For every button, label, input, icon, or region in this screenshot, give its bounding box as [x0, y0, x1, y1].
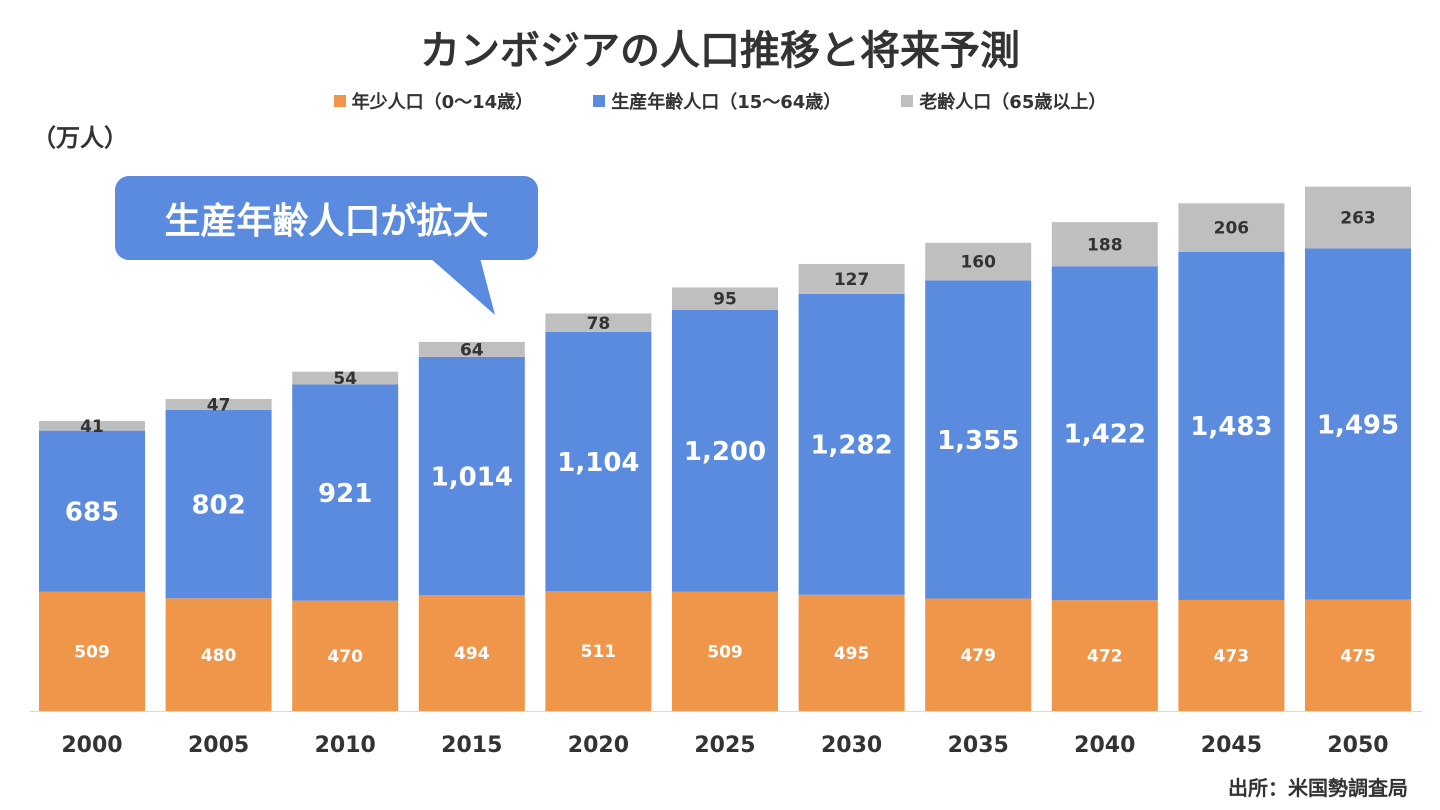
x-tick-label: 2030 — [821, 733, 882, 758]
data-label: 802 — [191, 491, 245, 521]
bar-segment-working-2040 — [1051, 266, 1158, 601]
data-label: 54 — [333, 369, 357, 389]
data-label: 1,495 — [1317, 410, 1399, 440]
data-label: 509 — [74, 642, 110, 662]
bar-segment-working-2025 — [672, 309, 778, 592]
data-label: 472 — [1087, 647, 1123, 667]
legend-swatch — [593, 95, 606, 107]
bar-segment-elderly-2035 — [925, 242, 1032, 281]
bar-segment-youth-2020 — [545, 591, 652, 711]
data-label: 1,200 — [684, 437, 766, 467]
bar-segment-working-2050 — [1305, 248, 1411, 600]
data-label: 480 — [201, 646, 237, 666]
bar-segment-youth-2025 — [672, 591, 778, 711]
bar-segment-elderly-2040 — [1051, 222, 1158, 267]
legend-label: 生産年齢人口（15〜64歳） — [611, 92, 842, 113]
data-label: 206 — [1214, 219, 1250, 239]
data-label: 479 — [960, 646, 996, 666]
bar-segment-elderly-2030 — [798, 263, 905, 294]
bar-segment-youth-2010 — [292, 600, 399, 711]
x-tick-label: 2020 — [568, 733, 629, 758]
bar-segment-elderly-2010 — [292, 371, 399, 385]
legend-item-elderly: 老齢人口（65歳以上） — [901, 88, 1106, 114]
data-label: 1,355 — [937, 426, 1019, 456]
bar-segment-working-2045 — [1178, 251, 1285, 600]
y-axis-unit: （万人） — [32, 124, 128, 152]
data-label: 64 — [460, 341, 484, 361]
legend-swatch — [901, 95, 914, 107]
bar-segment-elderly-2045 — [1178, 203, 1285, 252]
bar-segment-youth-2035 — [925, 598, 1032, 711]
x-tick-label: 2005 — [188, 733, 249, 758]
data-label: 470 — [327, 647, 363, 667]
bar-segment-youth-2005 — [165, 598, 272, 711]
data-label: 1,422 — [1064, 420, 1146, 450]
bar-segment-working-2030 — [798, 293, 905, 595]
x-tick-label: 2010 — [315, 733, 376, 758]
bar-segment-youth-2015 — [418, 595, 525, 711]
data-label: 1,483 — [1190, 412, 1272, 442]
bar-segment-working-2020 — [545, 331, 652, 592]
bar-segment-elderly-2000 — [39, 421, 145, 431]
data-label: 509 — [707, 642, 743, 662]
data-label: 1,282 — [810, 431, 892, 461]
data-label: 473 — [1214, 647, 1250, 667]
x-tick-label: 2045 — [1201, 733, 1262, 758]
bar-segment-youth-2030 — [798, 594, 905, 711]
bar-segment-elderly-2050 — [1305, 186, 1411, 249]
data-label: 188 — [1087, 235, 1123, 255]
legend-item-youth: 年少人口（0〜14歳） — [333, 88, 534, 114]
data-label: 475 — [1340, 646, 1376, 666]
bar-segment-youth-2040 — [1051, 600, 1158, 711]
data-label: 685 — [65, 497, 119, 527]
chart-title: カンボジアの人口推移と将来予測 — [420, 28, 1020, 74]
x-tick-label: 2050 — [1327, 733, 1388, 758]
bar-segment-youth-2050 — [1305, 599, 1411, 711]
bar-segment-working-2000 — [39, 430, 145, 592]
data-label: 160 — [960, 253, 996, 273]
bar-segment-working-2035 — [925, 280, 1032, 599]
data-label: 78 — [587, 314, 611, 334]
legend: 年少人口（0〜14歳） 生産年齢人口（15〜64歳） 老齢人口（65歳以上） — [0, 88, 1440, 114]
legend-item-working: 生産年齢人口（15〜64歳） — [593, 88, 841, 114]
data-label: 47 — [207, 396, 231, 416]
data-label: 1,104 — [557, 448, 639, 478]
x-tick-label: 2015 — [441, 733, 502, 758]
bar-segment-youth-2045 — [1178, 599, 1285, 711]
legend-label: 老齢人口（65歳以上） — [919, 92, 1107, 113]
data-label: 95 — [713, 290, 737, 310]
bar-segment-elderly-2015 — [418, 341, 525, 357]
bar-segment-working-2015 — [418, 356, 525, 596]
x-tick-label: 2000 — [61, 733, 122, 758]
data-label: 495 — [834, 644, 870, 664]
data-label: 1,014 — [431, 462, 513, 492]
x-tick-label: 2025 — [694, 733, 755, 758]
callout-tail — [430, 258, 495, 315]
bar-segment-elderly-2020 — [545, 313, 652, 332]
data-label: 263 — [1340, 209, 1376, 229]
bar-segment-elderly-2025 — [672, 287, 778, 310]
data-label: 41 — [80, 417, 104, 437]
data-label: 494 — [454, 644, 490, 664]
bar-segment-elderly-2005 — [165, 398, 272, 410]
data-label: 921 — [318, 479, 372, 509]
bar-segment-working-2010 — [292, 384, 399, 601]
data-label: 127 — [834, 270, 870, 290]
x-tick-label: 2035 — [948, 733, 1009, 758]
data-label: 511 — [581, 642, 617, 662]
source-note: 出所：米国勢調査局 — [1228, 776, 1408, 800]
bar-segment-working-2005 — [165, 409, 272, 599]
bar-segment-youth-2000 — [39, 591, 145, 711]
legend-label: 年少人口（0〜14歳） — [351, 92, 534, 113]
x-tick-label: 2040 — [1074, 733, 1135, 758]
callout-annotation: 生産年齢人口が拡大 — [115, 176, 538, 260]
legend-swatch — [333, 95, 346, 107]
